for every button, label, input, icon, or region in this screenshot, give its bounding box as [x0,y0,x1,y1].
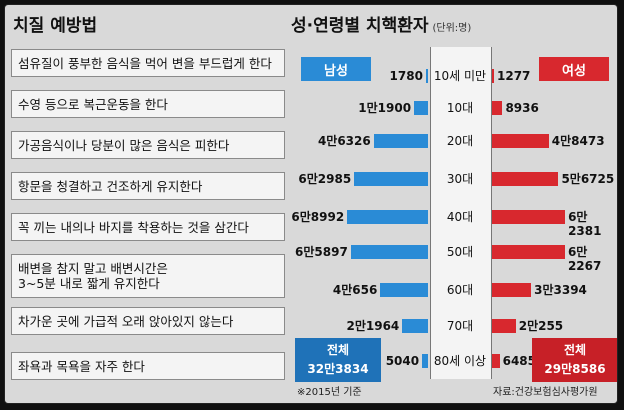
male-bar [350,245,428,259]
tip-item: 수영 등으로 복근운동을 한다 [11,90,285,118]
male-value-label: 5040 [385,354,420,368]
age-label: 20대 [446,134,474,148]
female-value-label: 3만3394 [534,283,587,297]
right-title: 성·연령별 치핵환자 (단위:명) [291,11,471,36]
male-bar [422,354,428,368]
total-female-box: 전체 29만8586 [532,338,617,382]
age-axis-column [430,47,492,379]
female-bar [492,69,494,83]
female-bar [492,172,559,186]
age-label: 10세 미만 [433,69,487,83]
total-male-box: 전체 32만3834 [295,338,381,382]
male-bar [380,283,428,297]
male-value-label: 1만1900 [358,101,412,115]
footnote: ※2015년 기준 [297,387,362,398]
female-bar [492,101,503,115]
tip-item: 가공음식이나 당분이 많은 음식은 피한다 [11,131,285,159]
female-value-label: 4만8473 [551,134,605,148]
female-value-label: 6만2267 [567,245,602,273]
female-value-label: 8936 [505,101,539,115]
age-label: 60대 [446,283,474,297]
male-value-label: 4만6326 [317,134,371,148]
left-title: 치질 예방법 [13,16,98,36]
male-bar [347,210,428,224]
female-bar [492,283,532,297]
male-value-label: 6만2985 [298,172,352,186]
male-value-label: 6만5897 [295,245,348,259]
male-value-label: 6만8992 [291,210,345,224]
male-bar [425,69,428,83]
male-bar [373,134,428,148]
infographic: 치질 예방법 성·연령별 치핵환자 (단위:명) 섬유질이 풍부한 음식을 먹어 … [4,4,618,404]
total-male-value: 32만3834 [307,362,369,376]
total-male-label: 전체 [326,343,350,357]
male-bar [354,172,428,186]
male-value-label: 1780 [389,69,423,83]
age-label: 50대 [446,245,474,259]
female-value-label: 6485 [502,354,536,368]
age-label: 30대 [446,172,474,186]
total-female-value: 29만8586 [544,362,606,376]
age-label: 70대 [446,319,474,333]
age-label: 40대 [446,210,474,224]
tip-item: 배변을 참지 말고 배변시간은 3~5분 내로 짧게 유지한다 [11,254,285,298]
age-label: 10대 [446,101,474,115]
legend-male: 남성 [301,57,371,81]
age-label: 80세 이상 [433,354,487,368]
female-value-label: 6만2381 [568,210,602,238]
chart-title: 성·연령별 치핵환자 [291,16,429,36]
male-value-label: 2만1964 [346,319,400,333]
male-value-label: 4만656 [332,283,378,297]
female-value-label: 5만6725 [561,172,615,186]
female-bar [492,245,565,259]
unit-label: (단위:명) [432,23,472,34]
female-bar [492,354,500,368]
female-value-label: 2만255 [518,319,564,333]
male-bar [402,319,428,333]
female-bar [492,134,549,148]
female-bar [492,319,516,333]
tip-item: 차가운 곳에 가급적 오래 앉아있지 않는다 [11,307,285,335]
legend-female: 여성 [539,57,609,81]
tip-item: 꼭 끼는 내의나 바지를 착용하는 것을 삼간다 [11,213,285,241]
female-bar [492,210,566,224]
tip-item: 항문을 청결하고 건조하게 유지한다 [11,172,285,200]
female-value-label: 1277 [497,69,531,83]
male-bar [414,101,428,115]
total-female-label: 전체 [563,343,587,357]
source: 자료:건강보험심사평가원 [493,387,598,398]
tip-item: 섬유질이 풍부한 음식을 먹어 변을 부드럽게 한다 [11,49,285,77]
tip-item: 좌욕과 목욕을 자주 한다 [11,352,285,380]
